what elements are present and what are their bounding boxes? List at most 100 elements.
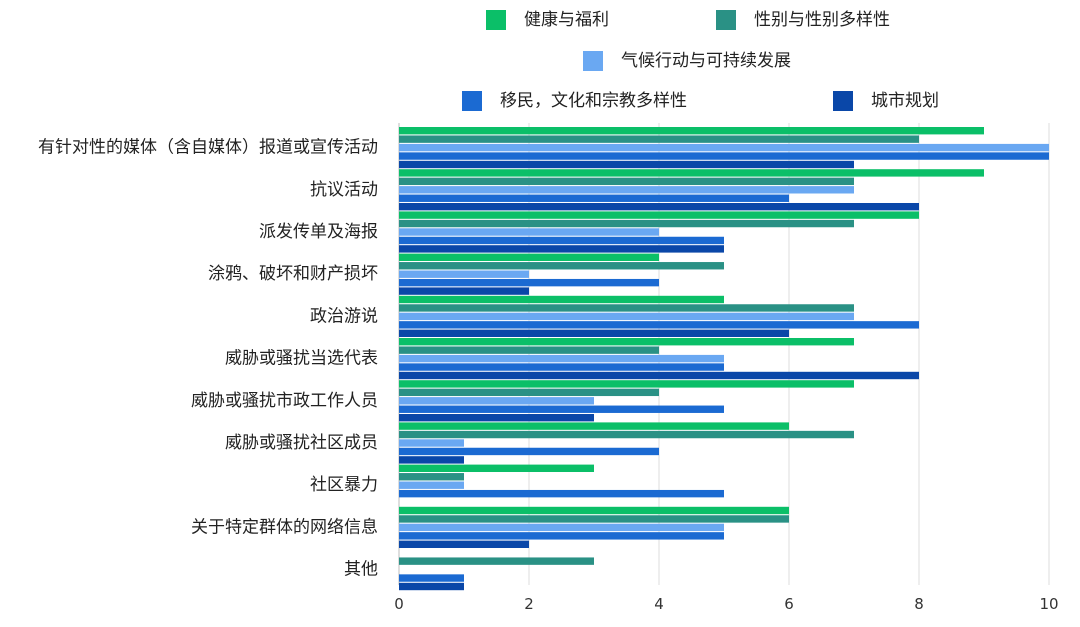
- bar: [399, 295, 724, 304]
- bar: [399, 346, 659, 354]
- bar: [399, 135, 919, 143]
- bar: [399, 388, 659, 397]
- bar-group: [399, 253, 724, 295]
- bar: [399, 211, 919, 219]
- y-tick-label: 派发传单及海报: [259, 222, 378, 242]
- y-tick-label: 威胁或骚扰市政工作人员: [191, 391, 378, 411]
- y-tick-label: 威胁或骚扰社区成员: [225, 433, 378, 453]
- chart-bars: [399, 127, 1049, 591]
- bar-group: [399, 422, 854, 464]
- bar: [399, 371, 919, 380]
- bar: [399, 194, 789, 202]
- y-tick-label: 有针对性的媒体（含自媒体）报道或宣传活动: [38, 138, 378, 158]
- legend-swatch: [716, 10, 736, 30]
- bar: [399, 169, 984, 177]
- legend-swatch: [833, 91, 853, 111]
- x-tick-label: 2: [524, 595, 534, 613]
- bar: [399, 152, 1049, 160]
- x-tick-label: 0: [394, 595, 404, 613]
- bar: [399, 439, 464, 447]
- bar: [399, 506, 789, 515]
- y-tick-label: 关于特定群体的网络信息: [191, 517, 378, 537]
- bar: [399, 329, 789, 337]
- bar: [399, 262, 724, 270]
- bar: [399, 321, 919, 329]
- bar: [399, 287, 529, 295]
- bar: [399, 456, 464, 464]
- legend-item: 性别与性别多样性: [716, 10, 890, 30]
- legend-label: 健康与福利: [524, 10, 609, 30]
- bar-group: [399, 211, 919, 253]
- y-axis-labels: 有针对性的媒体（含自媒体）报道或宣传活动抗议活动派发传单及海报涂鸦、破坏和财产损…: [38, 138, 378, 580]
- legend-label: 移民，文化和宗教多样性: [500, 91, 687, 111]
- bar: [399, 143, 1049, 152]
- bar: [399, 523, 724, 532]
- bar-group: [399, 557, 594, 591]
- legend-item: 城市规划: [833, 91, 939, 111]
- y-tick-label: 涂鸦、破坏和财产损坏: [208, 264, 378, 284]
- legend-label: 城市规划: [871, 91, 939, 111]
- bar-group: [399, 169, 984, 211]
- legend-swatch: [462, 91, 482, 111]
- bar: [399, 253, 659, 261]
- bar: [399, 464, 594, 472]
- bar: [399, 312, 854, 321]
- bar: [399, 245, 724, 253]
- bar: [399, 489, 724, 498]
- bar-group: [399, 338, 919, 380]
- bar: [399, 236, 724, 245]
- bar-group: [399, 295, 919, 337]
- bar: [399, 363, 724, 371]
- bar: [399, 203, 919, 211]
- bar: [399, 473, 464, 481]
- legend-swatch: [486, 10, 506, 30]
- bar: [399, 574, 464, 582]
- y-tick-label: 社区暴力: [310, 475, 378, 495]
- legend-swatch: [583, 51, 603, 71]
- bar: [399, 540, 529, 548]
- bar: [399, 380, 854, 388]
- y-tick-label: 威胁或骚扰当选代表: [225, 349, 378, 369]
- bar-group: [399, 464, 724, 498]
- bar: [399, 228, 659, 236]
- bar: [399, 430, 854, 439]
- bar: [399, 422, 789, 430]
- legend-item: 健康与福利: [486, 10, 609, 30]
- bar: [399, 557, 594, 565]
- bar: [399, 270, 529, 278]
- x-tick-label: 6: [784, 595, 794, 613]
- bar: [399, 405, 724, 413]
- legend-item: 气候行动与可持续发展: [583, 51, 791, 71]
- bar: [399, 186, 854, 194]
- bar: [399, 414, 594, 422]
- bar: [399, 127, 984, 135]
- legend-label: 性别与性别多样性: [754, 10, 890, 30]
- bar: [399, 177, 854, 186]
- x-tick-label: 4: [654, 595, 664, 613]
- bar: [399, 481, 464, 489]
- bar: [399, 515, 789, 523]
- y-tick-label: 抗议活动: [310, 180, 378, 200]
- legend-label: 气候行动与可持续发展: [621, 51, 791, 71]
- y-tick-label: 其他: [344, 560, 378, 580]
- bar-group: [399, 506, 789, 548]
- legend-item: 移民，文化和宗教多样性: [462, 91, 687, 111]
- x-axis-ticks: 0 2 4 6 8 10: [394, 595, 1058, 613]
- y-tick-label: 政治游说: [310, 306, 378, 326]
- x-tick-label: 10: [1039, 595, 1058, 613]
- bar-group: [399, 380, 854, 422]
- bar: [399, 354, 724, 363]
- bar: [399, 532, 724, 540]
- bar: [399, 447, 659, 456]
- bar: [399, 397, 594, 405]
- bar: [399, 160, 854, 169]
- bar: [399, 219, 854, 228]
- bar-group: [399, 127, 1049, 169]
- x-tick-label: 8: [914, 595, 924, 613]
- bar: [399, 582, 464, 591]
- bar: [399, 338, 854, 346]
- bar: [399, 304, 854, 312]
